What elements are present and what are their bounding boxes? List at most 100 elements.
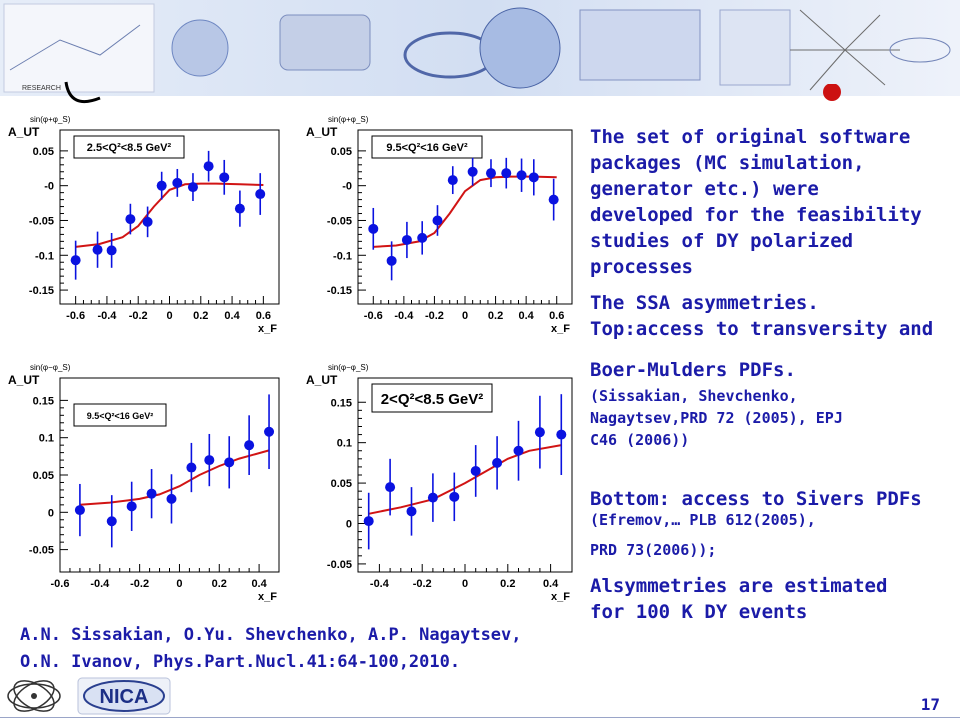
citation-line: A.N. Sissakian, O.Yu. Shevchenko, A.P. N… (20, 625, 522, 645)
banner-photo-icon (719, 9, 791, 86)
y-tick-label: -0.05 (327, 559, 352, 571)
chart-top-right: -0.15 -0.1 -0.05 -0 0.05 -0.6 -0.4 -0.2 0 0.2 0.4 0… (300, 108, 580, 336)
data-point (146, 488, 157, 499)
data-point (70, 255, 81, 266)
reference-line: Nagaytsev,PRD 72 (2005), EPJ (590, 409, 843, 427)
description-line: The SSA asymmetries. (590, 292, 819, 314)
banner-caption: RESEARCH (22, 85, 61, 92)
nica-logo-text: NICA (100, 686, 149, 708)
y-tick-label: -0 (342, 181, 352, 193)
banner-orbit-icon (889, 37, 951, 63)
plot-frame (357, 129, 573, 305)
y-tick-label: 0 (346, 519, 352, 531)
description-line: Bottom: access to Sivers PDFs (590, 488, 922, 510)
x-axis-label: x_F (258, 591, 277, 603)
y-tick-label: 0.05 (331, 478, 352, 490)
citation: A.N. Sissakian, O.Yu. Shevchenko, A.P. N… (20, 622, 580, 676)
y-axis-superscript: sin(φ−φ_S) (30, 363, 71, 372)
y-tick-label: 0.05 (331, 146, 352, 158)
reference-2: (Efremov,… PLB 612(2005), PRD 73(2006)); (590, 509, 960, 561)
y-tick-label: 0.1 (337, 438, 352, 450)
data-point (224, 457, 235, 468)
data-point (106, 516, 117, 527)
data-point (501, 168, 512, 179)
reference-line: PRD 73(2006)); (590, 541, 717, 559)
data-point (401, 234, 412, 245)
data-point (187, 182, 198, 193)
plot-frame (59, 129, 280, 305)
description-line: for 100 K DY events (590, 601, 808, 623)
x-tick-label: 0 (166, 310, 172, 322)
data-point (126, 501, 137, 512)
chart-top-left: -0.15 -0.1 -0.05 -0 0.05 -0.6 -0.4 -0.2 0 0.2 0.4 0… (2, 108, 287, 336)
description-paragraph-4: Bottom: access to Sivers PDFs (590, 486, 960, 512)
y-tick-label: -0.15 (327, 285, 352, 297)
x-axis-label: x_F (551, 591, 570, 603)
description-paragraph-5: Alsymmetries are estimated for 100 K DY … (590, 573, 960, 625)
y-axis-superscript: sin(φ+φ_S) (30, 115, 71, 124)
y-tick-label: -0.15 (29, 285, 54, 297)
banner-magnet-icon (279, 14, 371, 71)
x-tick-label: 0.6 (549, 310, 564, 322)
y-axis-label: A_UT (306, 373, 338, 387)
legend-label: 9.5<Q²<16 GeV² (87, 411, 154, 421)
legend-box (371, 135, 483, 159)
data-point (204, 455, 215, 466)
y-axis-superscript: sin(φ+φ_S) (328, 115, 369, 124)
y-axis-label: A_UT (306, 125, 338, 139)
legend-label: 9.5<Q²<16 GeV² (386, 142, 468, 154)
x-tick-label: 0 (462, 578, 468, 590)
x-tick-label: -0.4 (97, 310, 117, 322)
description-line: Boer-Mulders PDFs. (590, 359, 796, 381)
description-line: Top:access to transversity and (590, 318, 934, 340)
y-tick-label: 0 (48, 507, 54, 519)
description-paragraph-2: The SSA asymmetries. Top:access to trans… (590, 290, 960, 342)
x-axis-label: x_F (551, 323, 570, 335)
banner-detector-icon (171, 19, 229, 77)
legend-box (73, 135, 185, 159)
x-tick-label: 0.2 (212, 578, 227, 590)
data-point (417, 232, 428, 243)
logo-red-dot (823, 84, 841, 101)
legend-box (371, 383, 493, 413)
banner-event-display-icon (790, 9, 900, 91)
data-point (386, 255, 397, 266)
description-line: studies of DY polarized (590, 230, 854, 252)
data-point (368, 223, 379, 234)
logo-arc (64, 81, 101, 103)
data-point (534, 427, 545, 438)
data-point (186, 462, 197, 473)
data-point (528, 172, 539, 183)
x-tick-label: -0.6 (364, 310, 383, 322)
data-point (406, 506, 417, 517)
data-point (74, 505, 85, 516)
x-axis-label: x_F (258, 323, 277, 335)
description-line: processes (590, 256, 693, 278)
header-banner: RESEARCH (0, 0, 960, 103)
data-point (513, 445, 524, 456)
data-point (92, 244, 103, 255)
chart-bottom-left-svg: -0.05 0 0.05 0.1 0.15 -0.6 -0.4 -0.2 0 0.2 0.4 A_UT… (8, 363, 280, 603)
y-tick-label: 0.05 (33, 470, 54, 482)
description-line: The set of original software (590, 126, 911, 148)
x-tick-label: -0.2 (425, 310, 444, 322)
x-tick-label: -0.6 (51, 578, 70, 590)
data-point (106, 245, 117, 256)
x-tick-label: 0.2 (488, 310, 503, 322)
legend-label: 2<Q²<8.5 GeV² (381, 391, 484, 408)
banner-research-figure (3, 3, 155, 93)
x-tick-label: -0.4 (90, 578, 110, 590)
data-point (156, 180, 167, 191)
data-point (166, 493, 177, 504)
y-tick-label: -0.1 (35, 250, 54, 262)
description-paragraph-3: Boer-Mulders PDFs. (590, 357, 960, 383)
y-tick-label: 0.1 (39, 433, 54, 445)
data-point (219, 172, 230, 183)
y-tick-label: 0.15 (33, 395, 54, 407)
x-tick-label: -0.6 (66, 310, 85, 322)
chart-top-right-svg: -0.15 -0.1 -0.05 -0 0.05 -0.6 -0.4 -0.2 0 0.2 0.4 0… (306, 115, 573, 335)
x-tick-label: 0.4 (251, 578, 267, 590)
description-line: generator etc.) were (590, 178, 819, 200)
description-paragraph-1: The set of original software packages (M… (590, 124, 960, 280)
data-point (467, 166, 478, 177)
